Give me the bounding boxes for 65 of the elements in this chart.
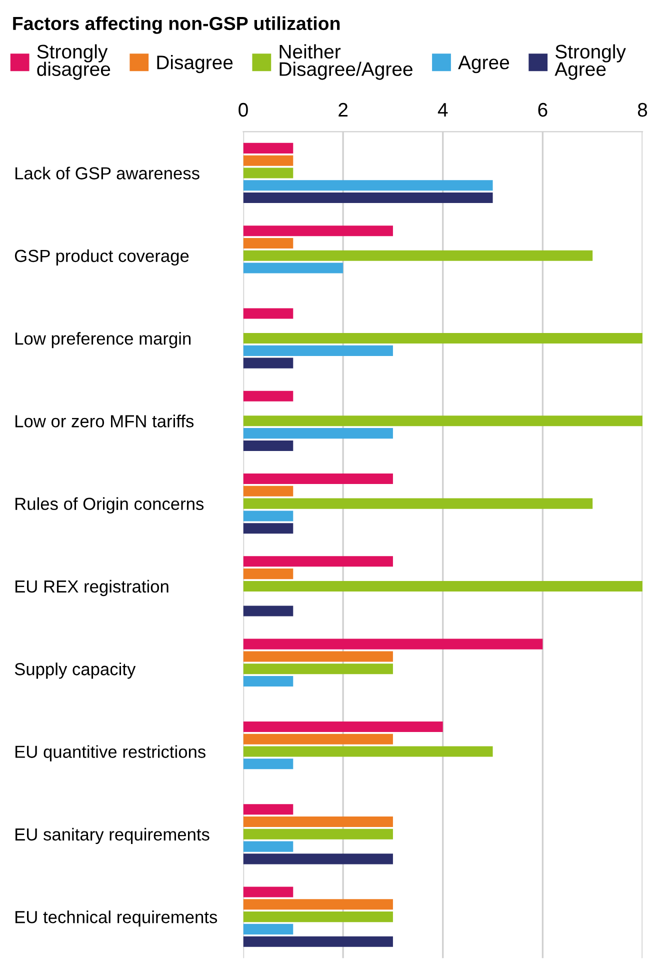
bar — [243, 250, 593, 261]
y-tick-label: Low or zero MFN tariffs — [16, 414, 194, 428]
bar — [243, 428, 393, 439]
bar — [243, 651, 393, 662]
bar — [243, 912, 393, 922]
bar — [243, 180, 493, 191]
bar — [243, 556, 393, 567]
legend-label: Disagree — [157, 55, 233, 74]
bar — [243, 416, 642, 426]
bar — [243, 664, 393, 674]
bar — [243, 168, 294, 178]
bar — [243, 568, 294, 580]
bar — [243, 523, 294, 534]
bar — [243, 192, 493, 204]
bar — [243, 606, 294, 616]
legend-label: Neither Disagree/Agree — [280, 44, 412, 80]
y-tick-label: EU technical requirements — [16, 910, 218, 927]
bar — [243, 155, 294, 166]
bar — [243, 721, 443, 732]
bar — [243, 804, 294, 815]
x-tick-label: 4 — [438, 103, 448, 117]
bar — [243, 390, 294, 402]
bar — [243, 924, 294, 934]
y-tick-label: GSP product coverage — [14, 249, 189, 266]
x-tick-label: 6 — [538, 102, 548, 117]
bar — [243, 841, 294, 852]
bar — [243, 746, 493, 757]
y-tick-label: Rules of Origin concerns — [16, 497, 204, 514]
x-tick-label: 0 — [238, 102, 248, 117]
bar — [243, 676, 294, 687]
bar — [243, 828, 393, 840]
bar — [243, 440, 294, 451]
bar — [243, 142, 294, 154]
chart-title: Factors affecting non-GSP utilization — [13, 16, 340, 34]
bar — [243, 226, 393, 236]
y-tick-label: EU quantitive restrictions — [16, 745, 206, 762]
bar — [243, 854, 393, 864]
bar — [243, 486, 294, 496]
legend-label: Strongly disagree — [37, 44, 110, 80]
bar — [243, 238, 294, 248]
bar — [243, 758, 294, 770]
bar — [243, 345, 393, 356]
bar — [243, 358, 294, 368]
bar — [243, 510, 294, 522]
bar — [243, 308, 294, 319]
bar — [243, 816, 393, 828]
bar — [243, 474, 393, 484]
x-tick-label: 2 — [338, 102, 348, 117]
bar — [243, 899, 393, 910]
legend-label: Strongly Agree — [554, 44, 626, 80]
bar — [243, 580, 642, 592]
y-tick-label: EU REX registration — [16, 580, 168, 596]
y-tick-label: Low preference margin — [16, 332, 191, 348]
y-tick-label: Lack of GSP awareness — [16, 166, 200, 180]
y-tick-label: Supply capacity — [14, 662, 136, 679]
legend-label: Agree — [458, 56, 510, 74]
bar — [243, 886, 294, 898]
bar — [243, 262, 344, 274]
bar — [243, 734, 393, 744]
x-tick-label: 8 — [638, 102, 648, 117]
bar — [243, 498, 593, 509]
bar — [243, 936, 393, 947]
bar — [243, 333, 642, 344]
bar — [243, 638, 543, 650]
y-tick-label: EU sanitary requirements — [16, 828, 210, 844]
